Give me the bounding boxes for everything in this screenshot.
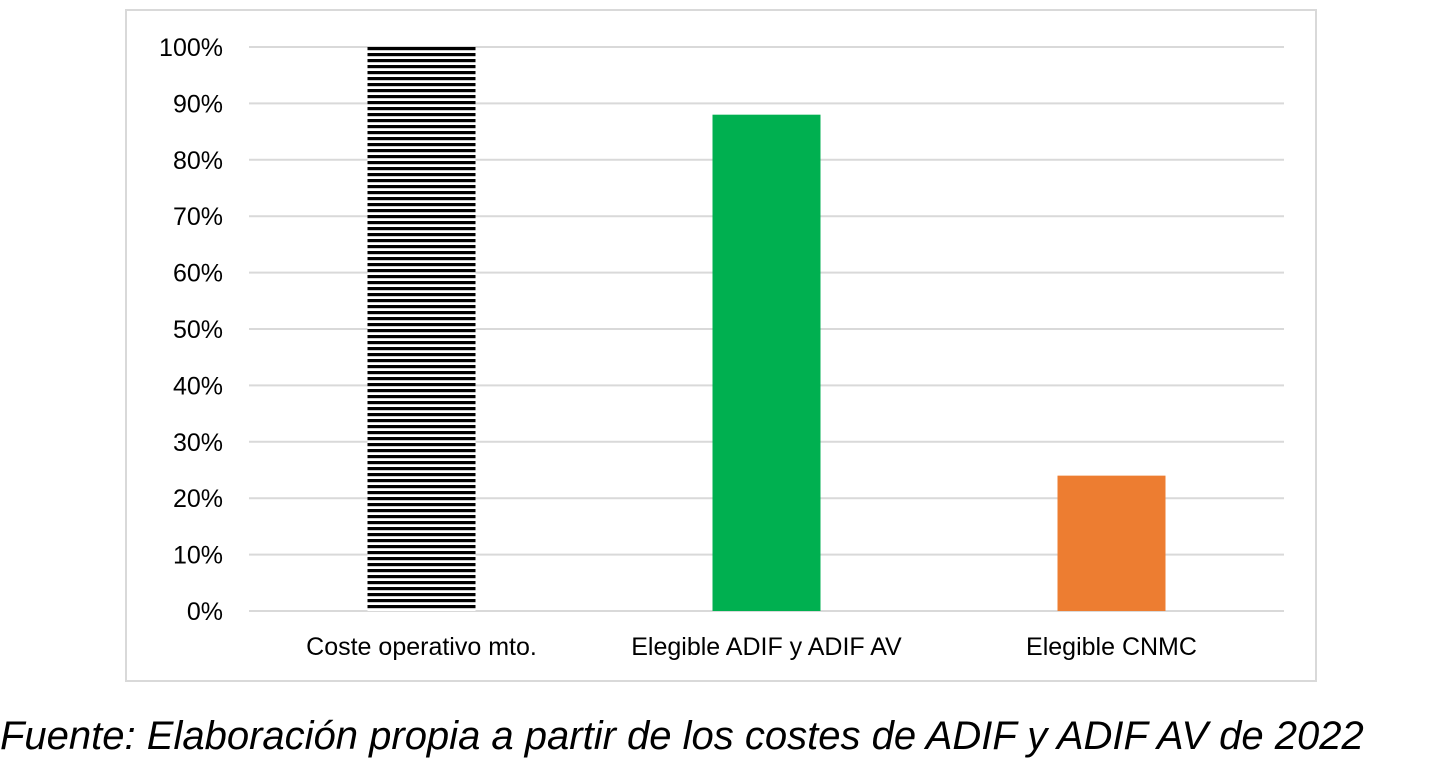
y-tick-label: 80% xyxy=(173,147,223,175)
x-axis-categories: Coste operativo mto. Elegible ADIF y ADIF… xyxy=(306,633,1197,661)
y-tick-label: 10% xyxy=(173,542,223,570)
y-tick-label: 70% xyxy=(173,203,223,231)
y-tick-label: 50% xyxy=(173,316,223,344)
y-tick-label: 100% xyxy=(159,34,223,62)
y-tick-label: 60% xyxy=(173,260,223,288)
chart-area: 0% 10% 20% 30% 40% 50% 60% 70% 80% 90% 100% Coste … xyxy=(125,9,1317,682)
y-tick-label: 40% xyxy=(173,372,223,400)
source-caption: Fuente: Elaboración propia a partir de l… xyxy=(0,714,1364,758)
y-tick-label: 90% xyxy=(173,90,223,118)
bars xyxy=(367,47,1166,612)
bar-1 xyxy=(712,114,821,612)
y-tick-label: 20% xyxy=(173,485,223,513)
bar-chart: 0% 10% 20% 30% 40% 50% 60% 70% 80% 90% 100% Coste … xyxy=(159,34,1284,661)
y-tick-label: 30% xyxy=(173,429,223,457)
y-axis-ticks: 0% 10% 20% 30% 40% 50% 60% 70% 80% 90% 100% xyxy=(159,34,223,626)
y-tick-label: 0% xyxy=(187,598,223,626)
x-category-label: Elegible ADIF y ADIF AV xyxy=(631,633,902,661)
x-category-label: Elegible CNMC xyxy=(1026,633,1197,661)
bar-0 xyxy=(367,47,476,611)
bar-2 xyxy=(1057,475,1166,611)
x-category-label: Coste operativo mto. xyxy=(306,633,537,661)
